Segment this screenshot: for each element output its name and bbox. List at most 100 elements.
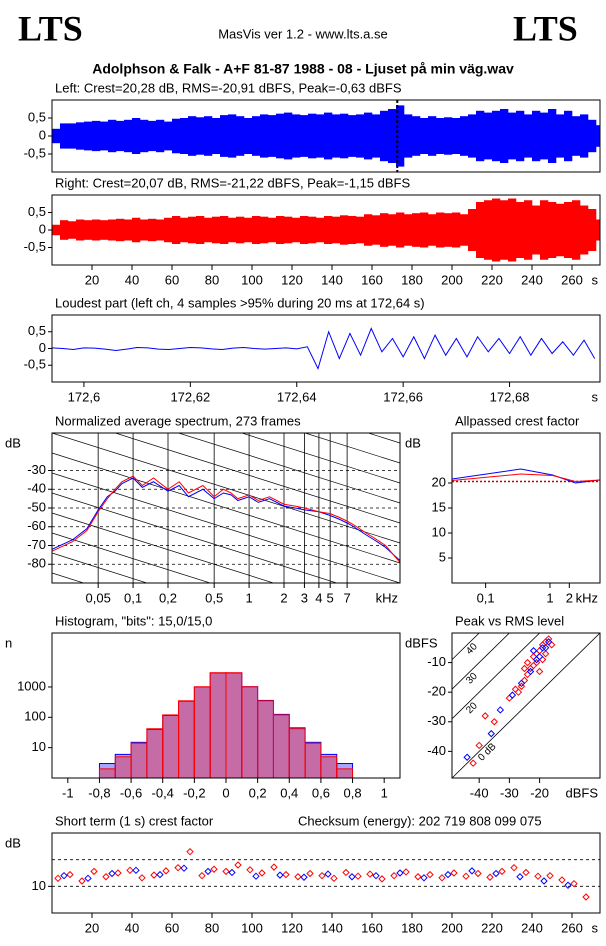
y-tick-label: -30	[427, 713, 446, 728]
reference-slope	[52, 433, 400, 544]
scatter-point	[90, 867, 98, 876]
waveform-envelope	[276, 113, 285, 159]
scatter-point	[544, 635, 553, 643]
scatter-point	[541, 650, 550, 658]
reference-slope	[240, 433, 400, 484]
scatter-point	[186, 847, 194, 856]
waveform-envelope	[92, 219, 101, 241]
waveform-envelope	[228, 114, 237, 158]
scatter-point	[538, 644, 547, 652]
waveform-envelope	[580, 114, 589, 158]
scatter-point	[258, 869, 266, 877]
x-tick-label: 80	[205, 920, 219, 935]
waveform-envelope	[548, 109, 557, 163]
data-line	[52, 475, 400, 563]
scatter-point	[252, 872, 260, 880]
x-tick-label: 1	[245, 590, 252, 605]
histogram-bar	[114, 756, 132, 778]
data-line	[52, 477, 400, 561]
scatter-point	[366, 870, 374, 878]
x-tick-label: -0,2	[183, 785, 205, 800]
x-tick-label: 2	[280, 590, 287, 605]
scatter-point	[66, 870, 74, 879]
waveform-envelope	[412, 116, 421, 156]
waveform-envelope	[188, 216, 197, 244]
waveform-envelope	[396, 105, 405, 167]
waveform-envelope	[268, 115, 277, 157]
waveform-envelope	[500, 200, 509, 260]
panel-title: Loudest part (left ch, 4 samples >95% du…	[55, 295, 425, 310]
x-tick-label: 0,5	[205, 590, 223, 605]
scatter-point	[234, 861, 242, 869]
waveform-envelope	[52, 128, 61, 144]
waveform-envelope	[436, 118, 445, 154]
scatter-point	[546, 871, 554, 880]
scatter-point	[138, 874, 146, 882]
waveform-envelope	[308, 216, 317, 244]
histogram-bar	[304, 742, 322, 778]
reference-slope	[114, 433, 400, 524]
waveform-envelope	[236, 216, 245, 244]
y-tick-label: -40	[27, 481, 46, 496]
waveform-envelope	[124, 219, 133, 241]
waveform-envelope	[156, 219, 165, 241]
crest-line	[452, 633, 480, 660]
x-tick-label: 100	[241, 920, 263, 935]
plot-frame	[51, 632, 401, 779]
waveform-envelope	[444, 213, 453, 247]
y-tick-label: 0	[39, 340, 46, 355]
y-tick-label: 100	[24, 709, 46, 724]
waveform-envelope	[180, 118, 189, 154]
plot-frame	[51, 314, 601, 383]
scatter-point	[529, 661, 538, 670]
scatter-point	[354, 872, 362, 880]
panel-title: Normalized average spectrum, 273 frames	[55, 413, 301, 428]
waveform-envelope	[284, 112, 293, 160]
x-tick-label: 220	[481, 272, 503, 287]
scatter-point	[324, 870, 332, 878]
reference-slope	[52, 492, 338, 583]
waveform-envelope	[164, 121, 173, 151]
waveform-envelope	[276, 216, 285, 244]
scatter-point	[520, 664, 529, 673]
histogram-bar	[193, 686, 211, 778]
waveform-envelope	[508, 112, 517, 160]
waveform-envelope	[332, 216, 341, 244]
waveform-envelope	[156, 119, 165, 153]
waveform-envelope	[436, 212, 445, 248]
histogram-bar	[98, 768, 116, 778]
waveform-envelope	[476, 202, 485, 258]
x-tick-label: 240	[521, 920, 543, 935]
scatter-point	[534, 872, 542, 880]
x-axis-label: dBFS	[565, 785, 598, 800]
histogram-bar	[241, 686, 259, 778]
x-tick-label: 40	[125, 272, 139, 287]
waveform-envelope	[412, 213, 421, 247]
x-tick-label: 0,4	[280, 785, 298, 800]
crest-line	[452, 633, 600, 778]
waveform-envelope	[76, 122, 85, 150]
waveform-envelope	[500, 109, 509, 163]
x-tick-label: -20	[530, 785, 549, 800]
waveform-envelope	[492, 110, 501, 162]
waveform-envelope	[564, 110, 573, 162]
x-tick-label: -0,6	[120, 785, 142, 800]
waveform-envelope	[380, 213, 389, 247]
y-tick-label: -80	[27, 556, 46, 571]
waveform-envelope	[508, 198, 517, 262]
reference-slope	[52, 532, 212, 583]
y-tick-label: -60	[27, 518, 46, 533]
x-tick-label: 80	[205, 272, 219, 287]
waveform-envelope	[228, 217, 237, 243]
waveform-envelope	[132, 217, 141, 243]
waveform-envelope	[476, 110, 485, 162]
waveform-envelope	[252, 216, 261, 244]
x-tick-label: 140	[321, 920, 343, 935]
y-tick-label: -20	[427, 684, 446, 699]
waveform-envelope	[564, 202, 573, 258]
scatter-point	[486, 873, 494, 881]
x-tick-label: 100	[241, 272, 263, 287]
y-tick-label: 15	[432, 499, 446, 514]
